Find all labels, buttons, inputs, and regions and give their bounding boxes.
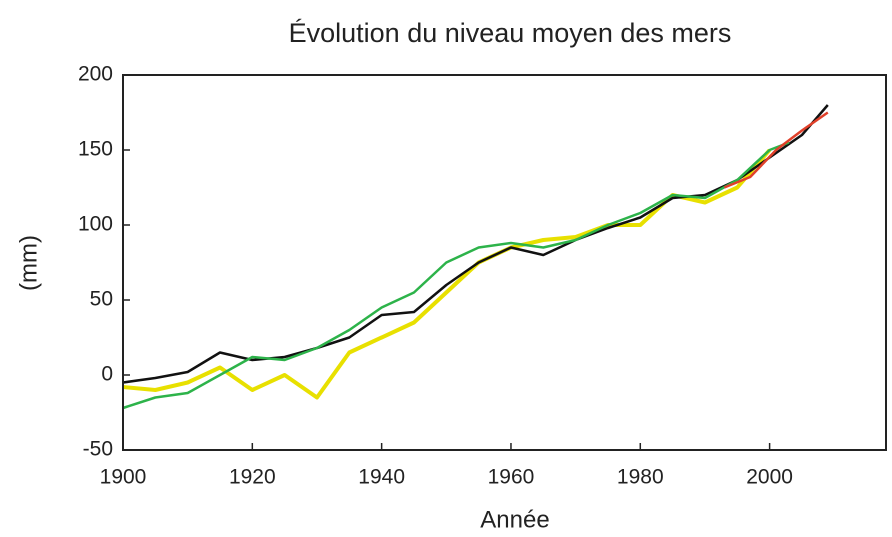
plot-frame (122, 74, 887, 451)
x-tick-label: 1940 (358, 466, 405, 489)
series-line (122, 141, 790, 410)
x-tick-label: 1920 (229, 466, 276, 489)
y-tick-label: 150 (78, 138, 113, 161)
x-tick-label: 1960 (488, 466, 535, 489)
y-tick-label: -50 (83, 438, 113, 461)
x-axis-label: Année (480, 506, 549, 533)
y-tick-label: 200 (78, 63, 113, 86)
x-tick-label: 1900 (100, 466, 147, 489)
y-tick-label: 0 (101, 363, 113, 386)
x-tick-label: 2000 (746, 466, 793, 489)
series-line (723, 111, 829, 189)
x-tick-label: 1980 (617, 466, 664, 489)
series-line (122, 148, 772, 400)
y-axis-label: (mm) (15, 235, 42, 291)
y-tick-label: 100 (78, 213, 113, 236)
chart-title: Évolution du niveau moyen des mers (289, 18, 732, 48)
series-line (122, 104, 829, 384)
y-tick-label: 50 (90, 288, 113, 311)
